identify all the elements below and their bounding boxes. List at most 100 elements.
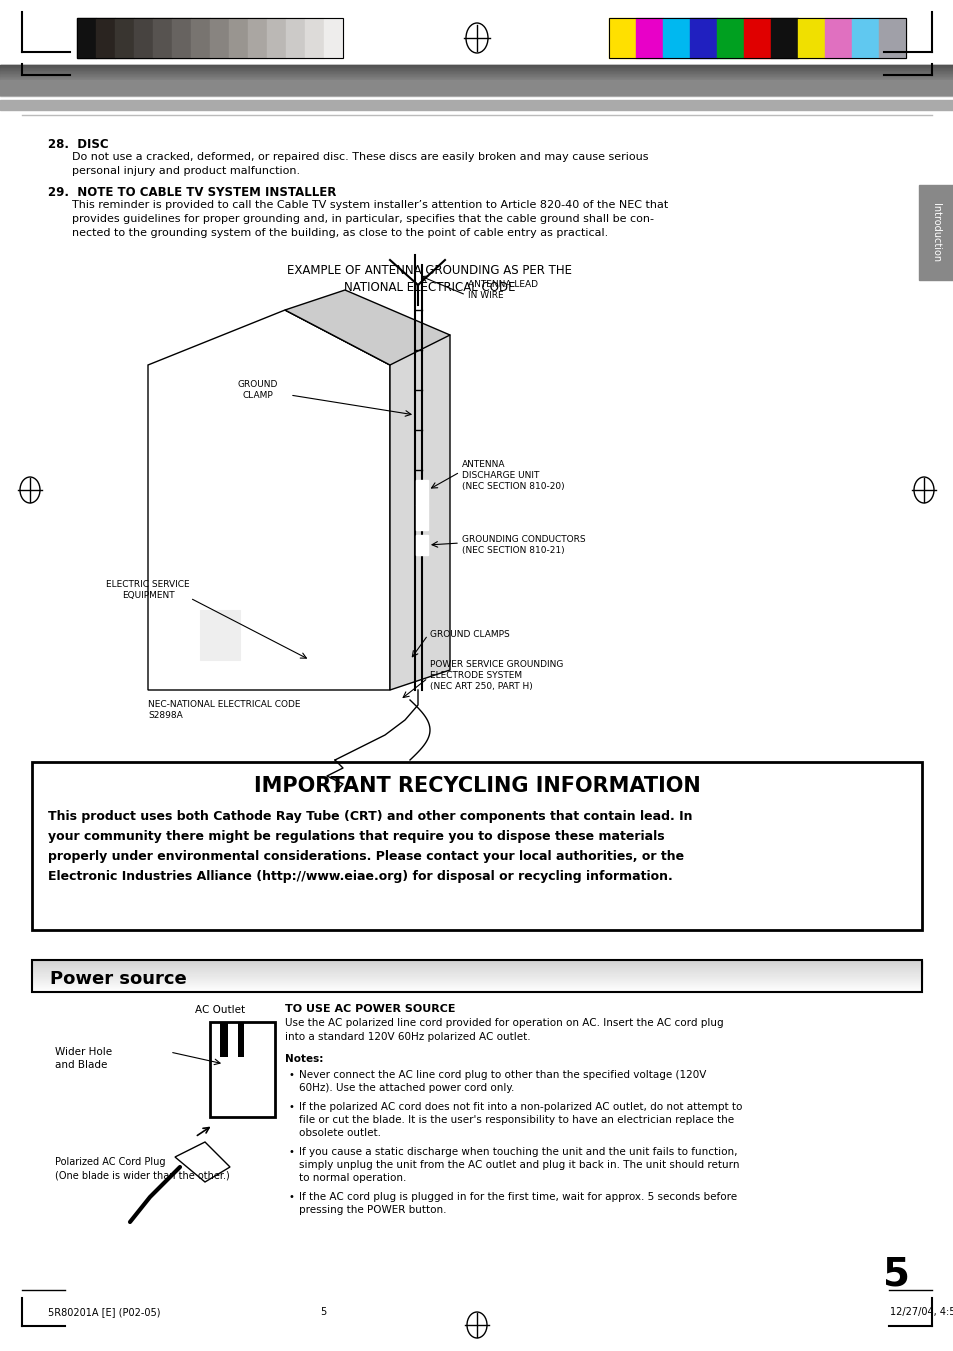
Bar — [0, 80, 953, 81]
Text: properly under environmental considerations. Please contact your local authoriti: properly under environmental considerati… — [48, 850, 683, 863]
Text: Electronic Industries Alliance (http://www.eiae.org) for disposal or recycling i: Electronic Industries Alliance (http://w… — [48, 870, 672, 884]
Bar — [32, 961, 921, 992]
Bar — [0, 73, 953, 74]
Bar — [0, 78, 953, 81]
Bar — [32, 975, 921, 978]
Bar — [0, 85, 953, 86]
Bar — [32, 963, 921, 966]
Bar — [32, 990, 921, 993]
Bar — [32, 959, 921, 962]
Bar — [32, 978, 921, 981]
Bar — [0, 84, 953, 85]
Bar — [32, 985, 921, 988]
Bar — [32, 965, 921, 967]
Bar — [0, 82, 953, 84]
Bar — [0, 85, 953, 88]
Bar — [0, 80, 953, 95]
Bar — [0, 76, 953, 77]
Bar — [0, 65, 953, 68]
Bar — [662, 18, 689, 58]
Bar — [608, 18, 636, 58]
Text: 5R80201A [E] (P02-05): 5R80201A [E] (P02-05) — [48, 1306, 160, 1317]
Bar — [770, 18, 797, 58]
Text: simply unplug the unit from the AC outlet and plug it back in. The unit should r: simply unplug the unit from the AC outle… — [298, 1161, 739, 1170]
Bar — [32, 984, 921, 986]
Bar — [77, 18, 343, 58]
Text: GROUND
CLAMP: GROUND CLAMP — [237, 380, 278, 400]
Text: Use the AC polarized line cord provided for operation on AC. Insert the AC cord : Use the AC polarized line cord provided … — [285, 1019, 723, 1028]
Bar — [32, 973, 921, 975]
Bar — [416, 505, 428, 530]
Bar — [0, 69, 953, 70]
Bar — [0, 80, 953, 82]
Text: your community there might be regulations that require you to dispose these mate: your community there might be regulation… — [48, 830, 664, 843]
Text: Notes:: Notes: — [285, 1054, 323, 1065]
Bar — [0, 69, 953, 70]
Bar — [0, 93, 953, 95]
Text: 60Hz). Use the attached power cord only.: 60Hz). Use the attached power cord only. — [298, 1084, 514, 1093]
Text: If you cause a static discharge when touching the unit and the unit fails to fun: If you cause a static discharge when tou… — [298, 1147, 737, 1156]
Bar — [172, 18, 191, 58]
Bar — [0, 100, 953, 109]
Bar — [305, 18, 324, 58]
Text: If the AC cord plug is plugged in for the first time, wait for approx. 5 seconds: If the AC cord plug is plugged in for th… — [298, 1192, 737, 1202]
Text: obsolete outlet.: obsolete outlet. — [298, 1128, 380, 1138]
Bar — [416, 480, 428, 505]
Bar — [0, 66, 953, 69]
Bar — [152, 18, 172, 58]
Bar — [32, 988, 921, 989]
Bar — [267, 18, 286, 58]
Bar — [32, 969, 921, 970]
Polygon shape — [174, 1142, 230, 1182]
Bar — [0, 89, 953, 91]
Bar — [689, 18, 717, 58]
Text: file or cut the blade. It is the user's responsibility to have an electrician re: file or cut the blade. It is the user's … — [298, 1115, 734, 1125]
Text: 12/27/04, 4:59 PM: 12/27/04, 4:59 PM — [889, 1306, 953, 1317]
Bar — [324, 18, 343, 58]
Bar — [0, 77, 953, 78]
Text: Introduction: Introduction — [930, 203, 941, 262]
Bar — [32, 969, 921, 971]
Bar — [96, 18, 115, 58]
Bar — [797, 18, 824, 58]
Bar — [32, 967, 921, 969]
Bar — [824, 18, 851, 58]
Bar — [0, 92, 953, 95]
Bar — [191, 18, 210, 58]
Bar — [115, 18, 133, 58]
Bar — [210, 18, 229, 58]
Bar — [32, 971, 921, 973]
Bar — [77, 18, 96, 58]
Bar — [310, 650, 337, 685]
Text: pressing the POWER button.: pressing the POWER button. — [298, 1205, 446, 1215]
Polygon shape — [285, 290, 450, 365]
Bar — [0, 86, 953, 89]
Text: This product uses both Cathode Ray Tube (CRT) and other components that contain : This product uses both Cathode Ray Tube … — [48, 811, 692, 823]
Bar — [416, 535, 428, 555]
Polygon shape — [148, 309, 390, 690]
Bar — [0, 92, 953, 93]
Text: GROUND CLAMPS: GROUND CLAMPS — [430, 630, 509, 639]
Text: AC Outlet: AC Outlet — [194, 1005, 245, 1015]
Bar — [0, 73, 953, 76]
Text: ELECTRIC SERVICE
EQUIPMENT: ELECTRIC SERVICE EQUIPMENT — [106, 580, 190, 600]
Bar — [32, 974, 921, 977]
Text: Polarized AC Cord Plug
(One blade is wider than the other.): Polarized AC Cord Plug (One blade is wid… — [55, 1156, 230, 1181]
Text: •: • — [289, 1147, 294, 1156]
Bar — [32, 986, 921, 988]
Bar — [0, 91, 953, 92]
Bar — [0, 89, 953, 91]
Text: NEC-NATIONAL ELECTRICAL CODE
S2898A: NEC-NATIONAL ELECTRICAL CODE S2898A — [148, 700, 300, 720]
Bar — [743, 18, 770, 58]
Bar — [0, 82, 953, 84]
Bar — [32, 984, 921, 985]
Text: GROUNDING CONDUCTORS
(NEC SECTION 810-21): GROUNDING CONDUCTORS (NEC SECTION 810-21… — [461, 535, 585, 555]
Text: EXAMPLE OF ANTENNA GROUNDING AS PER THE
NATIONAL ELECTRICAL CODE: EXAMPLE OF ANTENNA GROUNDING AS PER THE … — [287, 263, 572, 295]
Text: to normal operation.: to normal operation. — [298, 1173, 406, 1183]
Bar — [0, 88, 953, 89]
Text: •: • — [289, 1070, 294, 1079]
Text: TO USE AC POWER SOURCE: TO USE AC POWER SOURCE — [285, 1004, 455, 1015]
Bar — [918, 185, 953, 280]
Text: Never connect the AC line cord plug to other than the specified voltage (120V: Never connect the AC line cord plug to o… — [298, 1070, 705, 1079]
Bar — [32, 961, 921, 963]
